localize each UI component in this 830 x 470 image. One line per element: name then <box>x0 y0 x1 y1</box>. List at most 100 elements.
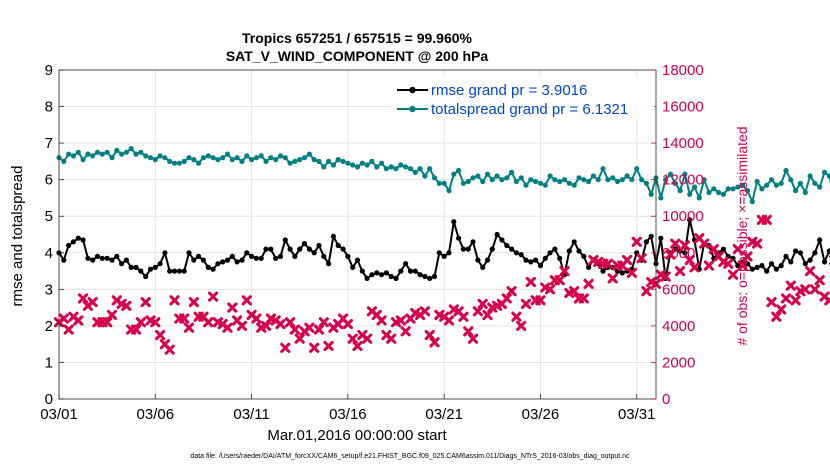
data-point <box>778 180 784 186</box>
data-point <box>499 177 505 183</box>
data-point <box>119 151 125 157</box>
data-point <box>347 333 358 344</box>
data-point <box>330 162 336 168</box>
data-point <box>716 189 722 196</box>
data-point <box>706 189 712 196</box>
data-point <box>636 253 647 264</box>
data-point <box>689 262 700 273</box>
data-point <box>759 186 765 192</box>
data-point <box>730 186 736 192</box>
y-tick-label-left: 9 <box>45 62 53 79</box>
data-point <box>780 293 792 304</box>
data-point <box>143 273 149 280</box>
y-axis-label-right: # of obs: o=possible; ×=assimilated <box>734 126 750 345</box>
data-point <box>258 255 264 261</box>
data-point <box>147 155 154 161</box>
data-point <box>542 182 548 188</box>
data-point <box>268 155 274 161</box>
data-point <box>155 329 166 341</box>
data-point <box>393 166 399 172</box>
data-point <box>318 317 329 328</box>
data-point <box>205 264 211 270</box>
data-point <box>764 268 770 274</box>
data-point <box>263 158 269 164</box>
data-point <box>376 315 387 326</box>
data-point <box>171 160 178 166</box>
data-point <box>176 160 182 166</box>
data-point <box>422 273 428 280</box>
data-point <box>121 300 132 311</box>
data-point <box>407 166 414 172</box>
data-point <box>744 188 751 194</box>
data-point <box>186 155 192 161</box>
data-point <box>99 255 105 261</box>
data-point <box>699 238 710 249</box>
data-point <box>106 309 118 321</box>
data-point <box>196 160 202 166</box>
chart-title: Tropics 657251 / 657515 = 99.960% <box>242 30 473 46</box>
data-point <box>566 248 572 254</box>
series-0 <box>56 217 830 281</box>
data-point <box>340 158 346 164</box>
data-point <box>239 257 245 263</box>
data-point <box>292 158 298 164</box>
data-point <box>419 306 431 317</box>
data-point <box>766 297 777 308</box>
data-point <box>460 246 466 252</box>
data-point <box>809 284 820 295</box>
data-point <box>152 264 158 270</box>
data-point <box>398 268 404 274</box>
data-point <box>771 311 782 322</box>
data-point <box>814 275 825 286</box>
data-point <box>427 166 433 172</box>
data-point <box>446 250 452 256</box>
legend-item: rmse grand pr = 3.9016 <box>397 82 587 99</box>
data-point <box>400 326 411 337</box>
data-point <box>80 237 86 243</box>
data-point <box>720 246 727 252</box>
data-point <box>379 272 385 278</box>
data-point <box>66 151 72 157</box>
data-point <box>70 153 76 159</box>
data-point <box>244 250 250 256</box>
legend-swatch-marker <box>409 86 416 94</box>
data-point <box>85 255 91 261</box>
data-point <box>824 295 830 306</box>
data-point <box>624 173 630 179</box>
data-point <box>268 246 274 252</box>
data-point <box>513 250 520 256</box>
data-point <box>817 237 823 243</box>
data-point <box>220 259 226 265</box>
data-point <box>282 155 288 161</box>
data-point <box>477 298 488 310</box>
data-point <box>687 191 693 197</box>
data-point <box>282 237 288 243</box>
data-point <box>263 246 269 252</box>
data-point <box>342 318 353 330</box>
data-point <box>277 253 284 259</box>
data-point <box>229 157 235 163</box>
data-point <box>600 166 606 172</box>
data-point <box>123 257 129 263</box>
y-tick-label-left: 4 <box>45 245 53 262</box>
data-point <box>458 311 469 322</box>
data-point <box>157 261 163 267</box>
data-point <box>725 186 731 192</box>
data-point <box>674 265 686 277</box>
data-point <box>244 153 250 159</box>
data-point <box>119 261 125 267</box>
data-point <box>424 329 435 341</box>
data-point <box>354 164 361 170</box>
data-point <box>227 302 238 313</box>
data-point <box>431 273 438 280</box>
data-point <box>236 320 248 331</box>
data-point <box>626 267 638 278</box>
data-point <box>537 263 544 269</box>
data-point <box>535 295 546 306</box>
data-point <box>109 257 115 263</box>
data-point <box>395 315 406 326</box>
data-point <box>443 315 455 326</box>
data-point <box>94 253 101 259</box>
data-point <box>138 268 144 274</box>
data-point <box>484 171 491 177</box>
